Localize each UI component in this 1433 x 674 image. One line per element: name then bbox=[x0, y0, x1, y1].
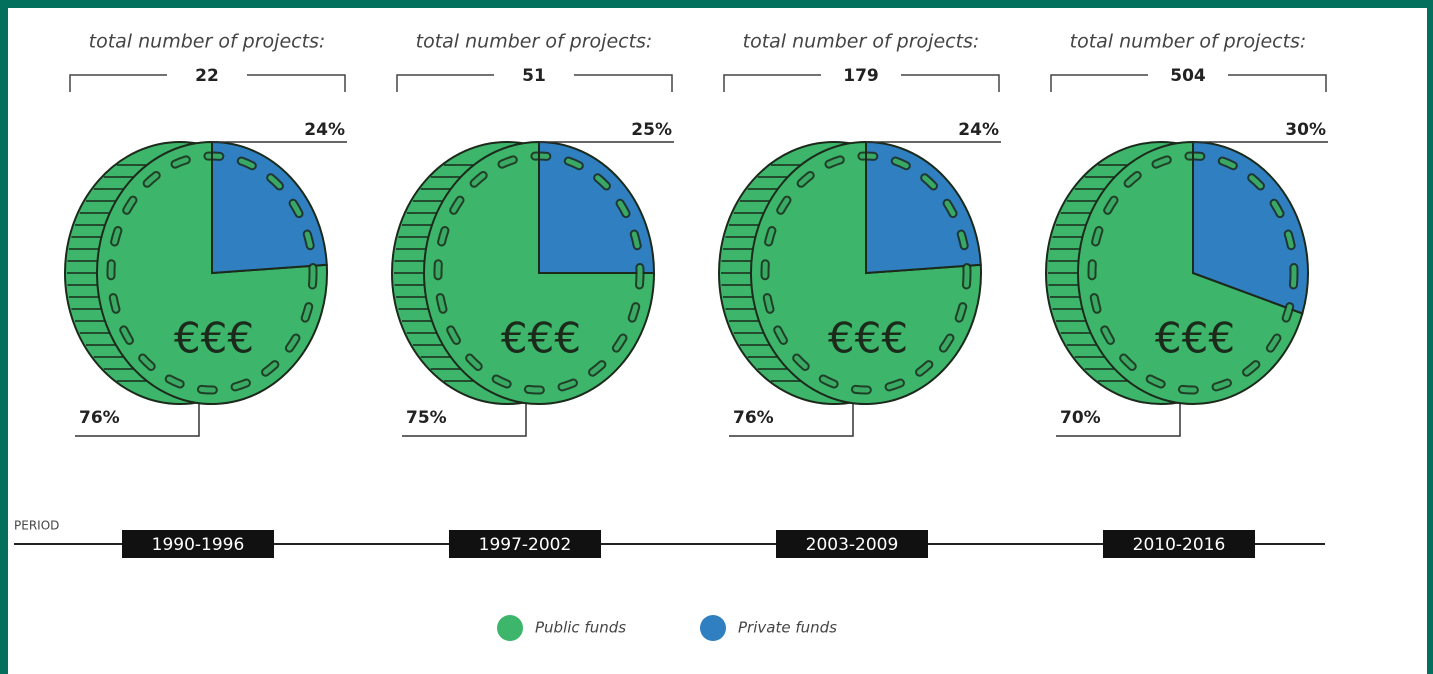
period-box bbox=[122, 530, 274, 558]
total-projects: 22 bbox=[195, 66, 219, 86]
legend-marker bbox=[700, 615, 726, 641]
value-label: 70% bbox=[1060, 408, 1101, 428]
legend-label: Private funds bbox=[738, 619, 837, 637]
leader-line bbox=[1056, 404, 1181, 437]
value-label: 76% bbox=[79, 408, 120, 428]
pie-slice bbox=[1192, 140, 1309, 315]
pie-slice bbox=[96, 140, 328, 405]
pie-slice bbox=[750, 140, 982, 405]
value-label: 24% bbox=[958, 120, 999, 140]
bracket bbox=[1050, 74, 1327, 92]
leader-line bbox=[75, 404, 200, 437]
period-label: 2003-2009 bbox=[806, 535, 899, 555]
chart-title: total number of projects: bbox=[416, 31, 653, 53]
pie-slice bbox=[1077, 140, 1304, 405]
period-label: 1990-1996 bbox=[152, 535, 245, 555]
pie-slice bbox=[423, 140, 656, 405]
value-label: 30% bbox=[1285, 120, 1326, 140]
pie-slice bbox=[865, 140, 982, 275]
period-box bbox=[776, 530, 928, 558]
legend-marker bbox=[497, 615, 523, 641]
leader-line bbox=[729, 404, 854, 437]
pie-slice bbox=[211, 140, 328, 275]
legend-label: Public funds bbox=[535, 619, 626, 637]
bracket bbox=[723, 74, 1000, 92]
center-label: €€€ bbox=[1155, 314, 1235, 363]
center-label: €€€ bbox=[174, 314, 254, 363]
center-label: €€€ bbox=[828, 314, 908, 363]
period-label: 2010-2016 bbox=[1133, 535, 1226, 555]
period-box bbox=[1103, 530, 1255, 558]
total-projects: 504 bbox=[1170, 66, 1206, 86]
value-label: 75% bbox=[406, 408, 447, 428]
timeline-label: PERIOD bbox=[14, 519, 59, 533]
center-label: €€€ bbox=[501, 314, 581, 363]
chart-title: total number of projects: bbox=[89, 31, 326, 53]
total-projects: 51 bbox=[522, 66, 546, 86]
leader-line bbox=[402, 404, 527, 437]
total-projects: 179 bbox=[843, 66, 879, 86]
value-label: 24% bbox=[304, 120, 345, 140]
bracket bbox=[69, 74, 346, 92]
value-label: 25% bbox=[631, 120, 672, 140]
bracket bbox=[396, 74, 673, 92]
chart-title: total number of projects: bbox=[743, 31, 980, 53]
value-label: 76% bbox=[733, 408, 774, 428]
period-box bbox=[449, 530, 601, 558]
pie-slice bbox=[538, 140, 656, 274]
chart-title: total number of projects: bbox=[1070, 31, 1307, 53]
period-label: 1997-2002 bbox=[479, 535, 572, 555]
